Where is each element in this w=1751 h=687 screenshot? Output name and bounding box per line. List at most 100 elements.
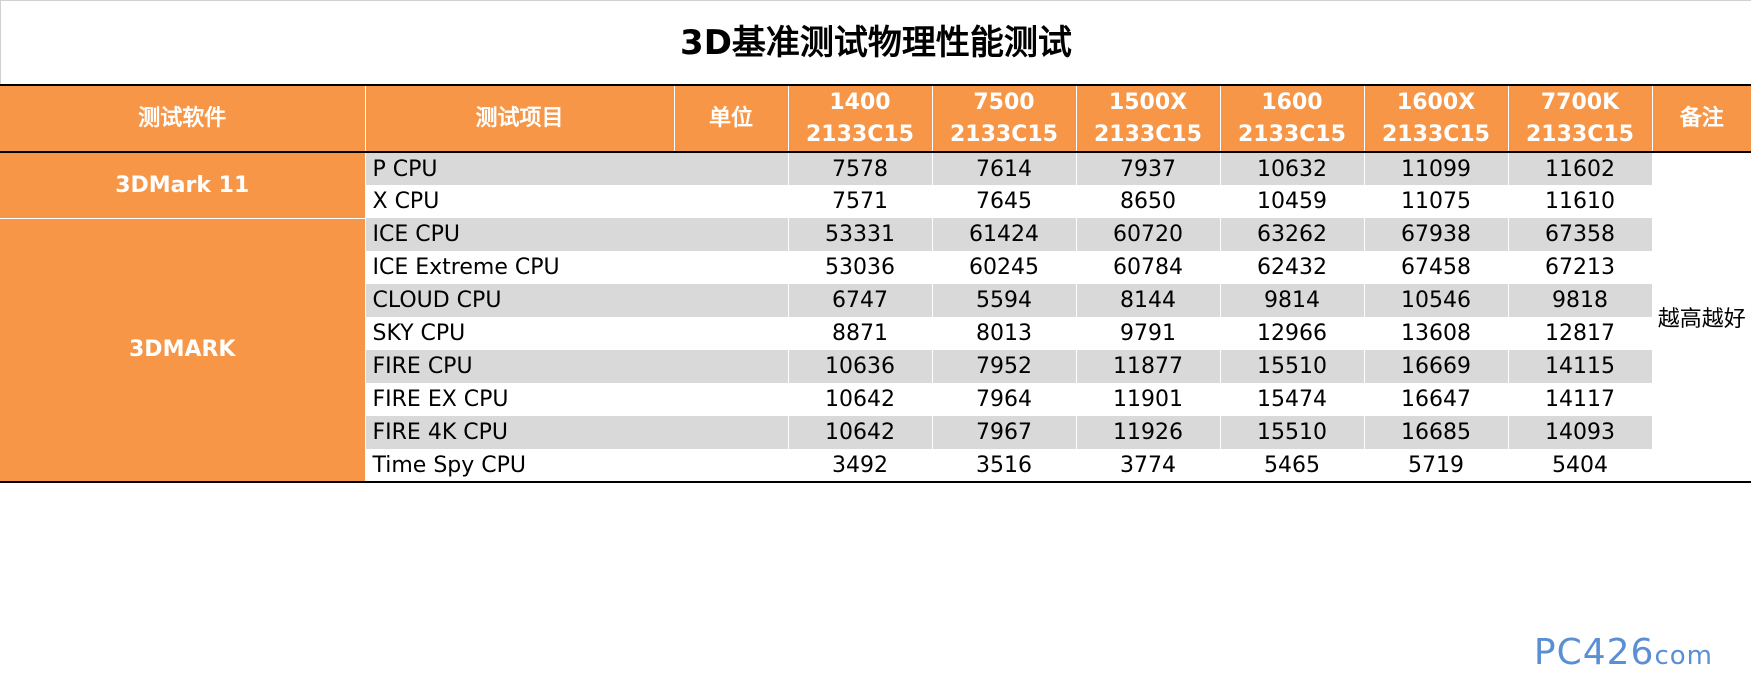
table-row: 3DMark 11 P CPU 7578 7614 7937 10632 110…: [0, 152, 1751, 482]
score-cell: 60784: [1076, 251, 1221, 284]
score-cell: 53331: [788, 218, 933, 251]
score-cell: 8013: [932, 317, 1077, 350]
table-row: 3DMARK ICE CPU 53331 61424 60720 63262 6…: [0, 218, 1751, 482]
table-row: FIRE 4K CPU 10642 7967 11926 15510 16685…: [0, 416, 1751, 449]
score-cell: 5404: [1508, 449, 1653, 482]
test-item: ICE CPU: [365, 218, 674, 251]
score-cell: 10632: [1220, 152, 1365, 185]
score-cell: 7645: [932, 185, 1077, 218]
score-cell: 7952: [932, 350, 1077, 383]
header-cpu: 1600X 2133C15: [1364, 85, 1509, 153]
header-cpu: 1500X 2133C15: [1076, 85, 1221, 153]
score-cell: 14115: [1508, 350, 1653, 383]
score-cell: 7964: [932, 383, 1077, 416]
score-cell: 8144: [1076, 284, 1221, 317]
table-row: Time Spy CPU 3492 3516 3774 5465 5719 54…: [0, 449, 1751, 482]
cpu-memory: 2133C15: [1094, 121, 1202, 147]
score-cell: 10642: [788, 416, 933, 449]
score-cell: 10459: [1220, 185, 1365, 218]
watermark-main: PC426: [1533, 632, 1655, 673]
software-cell: 3DMark 11: [0, 152, 366, 219]
score-cell: 60245: [932, 251, 1077, 284]
unit-cell: [674, 350, 789, 383]
score-cell: 60720: [1076, 218, 1221, 251]
score-cell: 8650: [1076, 185, 1221, 218]
cpu-memory: 2133C15: [1382, 121, 1490, 147]
header-cpu: 7700K 2133C15: [1508, 85, 1653, 153]
test-item: P CPU: [365, 152, 674, 185]
test-item: FIRE 4K CPU: [365, 416, 674, 449]
cpu-memory: 2133C15: [1526, 121, 1634, 147]
score-cell: 10636: [788, 350, 933, 383]
cpu-model: 1600X: [1396, 89, 1476, 115]
score-cell: 16669: [1364, 350, 1509, 383]
score-cell: 15474: [1220, 383, 1365, 416]
score-cell: 14117: [1508, 383, 1653, 416]
score-cell: 63262: [1220, 218, 1365, 251]
score-cell: 5465: [1220, 449, 1365, 482]
unit-cell: [674, 317, 789, 350]
score-cell: 5594: [932, 284, 1077, 317]
unit-cell: [674, 383, 789, 416]
page-title: 3D基准测试物理性能测试: [0, 0, 1751, 84]
header-note: 备注: [1652, 85, 1751, 153]
score-cell: 7937: [1076, 152, 1221, 185]
table-row: FIRE CPU 10636 7952 11877 15510 16669 14…: [0, 350, 1751, 383]
cpu-model: 1600: [1261, 89, 1323, 115]
score-cell: 67458: [1364, 251, 1509, 284]
test-item: FIRE EX CPU: [372, 387, 509, 412]
score-cell: 11075: [1364, 185, 1509, 218]
note-cell: 越高越好: [1652, 152, 1751, 482]
score-cell: 67938: [1364, 218, 1509, 251]
score-cell: 62432: [1220, 251, 1365, 284]
table-header-row: 测试软件 测试项目 单位 1400 2133C15 7500 2133C15 150…: [0, 85, 1751, 153]
header-cpu: 1400 2133C15: [788, 85, 933, 153]
unit-cell: [674, 284, 789, 317]
table-row: X CPU 7571 7645 8650 10459 11075 11610: [0, 185, 1751, 218]
score-cell: 15510: [1220, 350, 1365, 383]
unit-cell: [674, 251, 789, 284]
table-row: CLOUD CPU 6747 5594 8144 9814 10546 9818: [0, 284, 1751, 317]
cpu-model: 7700K: [1540, 89, 1620, 115]
score-cell: 53036: [788, 251, 933, 284]
table-row: ICE Extreme CPU 53036 60245 60784 62432 …: [0, 251, 1751, 284]
score-cell: 10546: [1364, 284, 1509, 317]
site-watermark: PC426com: [1534, 632, 1713, 673]
score-cell: 10642: [788, 383, 933, 416]
unit-cell: [674, 416, 789, 449]
score-cell: 11099: [1364, 152, 1509, 185]
score-cell: 3774: [1076, 449, 1221, 482]
cpu-model: 1500X: [1108, 89, 1188, 115]
score-cell: 7967: [932, 416, 1077, 449]
score-cell: 11901: [1076, 383, 1221, 416]
unit-cell: [674, 185, 789, 218]
score-cell: 7578: [788, 152, 933, 185]
score-cell: 16685: [1364, 416, 1509, 449]
score-cell: 9818: [1508, 284, 1653, 317]
score-cell: 67213: [1508, 251, 1653, 284]
score-cell: 9791: [1076, 317, 1221, 350]
test-item: SKY CPU: [372, 321, 466, 346]
cpu-memory: 2133C15: [950, 121, 1058, 147]
score-cell: 13608: [1364, 317, 1509, 350]
cpu-memory: 2133C15: [1238, 121, 1346, 147]
test-item: ICE Extreme CPU: [372, 255, 560, 280]
score-cell: 14093: [1508, 416, 1653, 449]
score-cell: 11610: [1508, 185, 1653, 218]
table-row: SKY CPU 8871 8013 9791 12966 13608 12817: [0, 317, 1751, 350]
cpu-memory: 2133C15: [806, 121, 914, 147]
unit-cell: [674, 152, 789, 185]
score-cell: 11877: [1076, 350, 1221, 383]
test-item: FIRE CPU: [365, 350, 674, 383]
test-item: Time Spy CPU: [372, 452, 527, 478]
header-cpu: 7500 2133C15: [932, 85, 1077, 153]
score-cell: 9814: [1220, 284, 1365, 317]
score-cell: 3516: [932, 449, 1077, 482]
score-cell: 11926: [1076, 416, 1221, 449]
score-cell: 7614: [932, 152, 1077, 185]
cpu-model: 7500: [973, 89, 1035, 115]
watermark-suffix: com: [1654, 641, 1713, 671]
score-cell: 11602: [1508, 152, 1653, 185]
test-item: CLOUD CPU: [365, 284, 674, 317]
score-cell: 12817: [1508, 317, 1653, 350]
